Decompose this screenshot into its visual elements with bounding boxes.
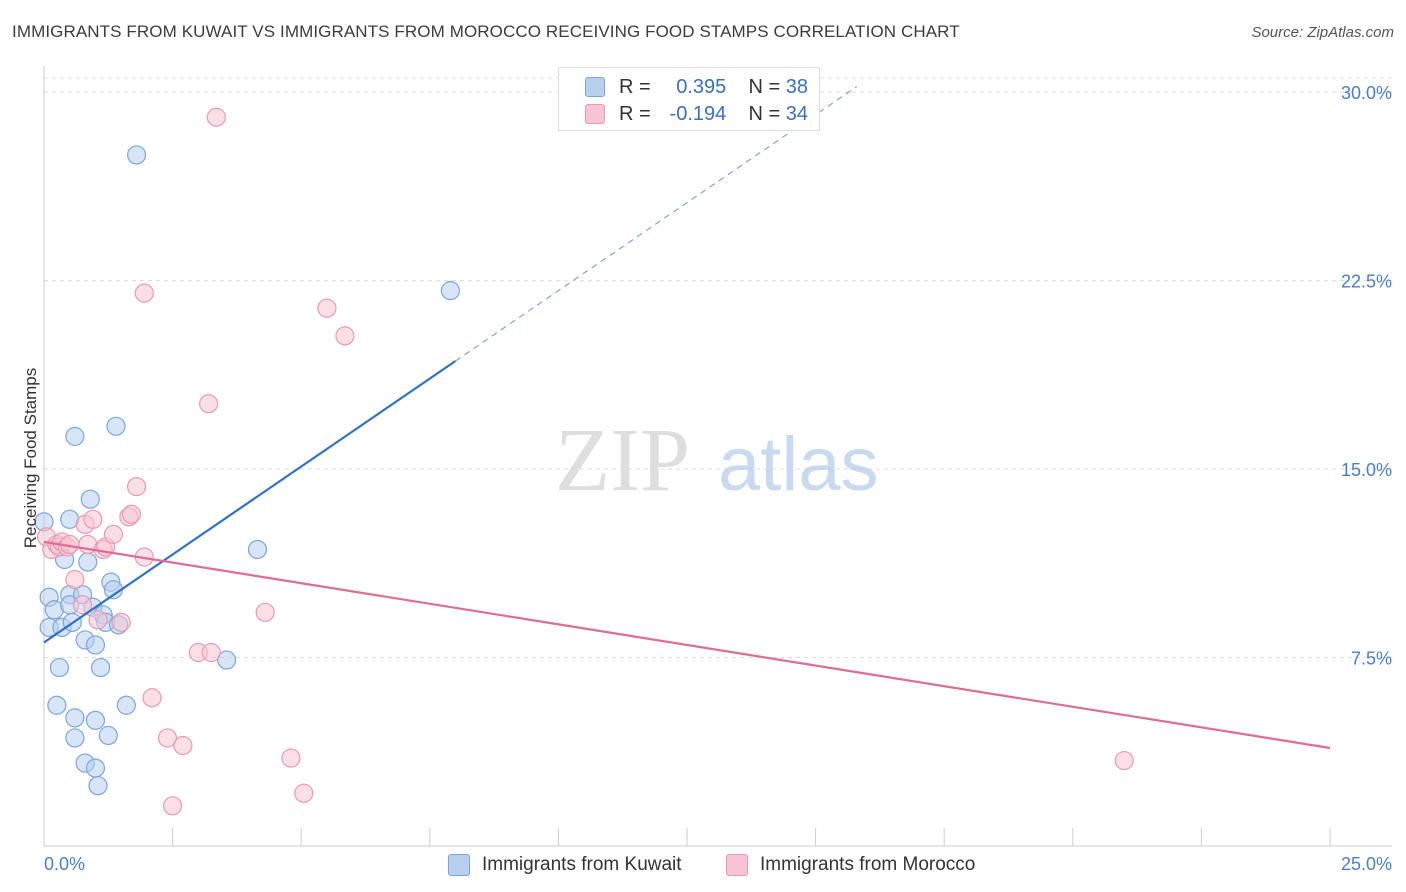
y-tick-label: 30.0% (1341, 83, 1392, 103)
morocco-point (83, 509, 103, 529)
kuwait-trend-line (43, 360, 457, 644)
morocco-point (72, 595, 93, 615)
kuwait-point (126, 145, 147, 165)
trend-lines (43, 86, 1331, 750)
kuwait-legend-swatch-icon (448, 854, 470, 876)
watermark: ZIP atlas (555, 411, 879, 510)
morocco-point (199, 394, 219, 414)
morocco-point (103, 524, 124, 544)
morocco-r-value: -0.194 (669, 102, 727, 125)
morocco-r-label: R = (619, 102, 651, 125)
kuwait-n-label: N = (748, 75, 781, 98)
series-legend-kuwait: Immigrants from Kuwait (448, 852, 682, 878)
morocco-point (255, 602, 275, 622)
kuwait-point (78, 552, 98, 572)
morocco-point (173, 735, 193, 756)
morocco-trend-line (43, 540, 1331, 750)
kuwait-point (49, 657, 70, 678)
kuwait-point (88, 776, 108, 796)
morocco-point (281, 748, 301, 768)
morocco-point (111, 612, 131, 632)
kuwait-point (106, 416, 126, 436)
kuwait-point (116, 695, 136, 715)
morocco-n-label: N = (748, 102, 781, 125)
morocco-point (1114, 750, 1134, 771)
morocco-point (134, 283, 154, 303)
kuwait-point (80, 489, 100, 509)
kuwait-points (34, 145, 460, 796)
kuwait-point (85, 710, 106, 730)
x-tick-label: 0.0% (44, 854, 85, 874)
kuwait-trend-extension (455, 86, 858, 362)
morocco-point (88, 610, 108, 630)
y-tick-label: 22.5% (1341, 272, 1392, 292)
morocco-point (201, 642, 221, 663)
kuwait-point (65, 708, 85, 728)
correlation-legend: R = 0.395 N = 38 R = -0.194 N = 34 (558, 67, 820, 131)
gridlines: 7.5% 15.0% 22.5% 30.0% (44, 77, 1392, 669)
morocco-point (294, 783, 314, 803)
kuwait-point (247, 539, 268, 560)
morocco-point (126, 477, 147, 497)
x-tick-label: 25.0% (1341, 854, 1392, 874)
watermark-atlas: atlas (718, 422, 879, 507)
morocco-point (163, 796, 183, 816)
morocco-n-value: 34 (785, 102, 808, 125)
legend-row-kuwait: R = 0.395 N = 38 (585, 74, 808, 100)
y-tick-label: 15.0% (1341, 460, 1392, 480)
morocco-series-name: Immigrants from Morocco (760, 854, 976, 875)
kuwait-r-label: R = (619, 75, 651, 98)
kuwait-point (98, 725, 118, 746)
morocco-swatch-icon (585, 104, 605, 124)
morocco-points (36, 107, 1134, 816)
source-label: Source: ZipAtlas.com (1251, 24, 1394, 41)
kuwait-point (217, 650, 237, 670)
morocco-point (142, 688, 162, 708)
kuwait-point (85, 635, 106, 655)
kuwait-point (85, 758, 106, 778)
morocco-point (157, 728, 178, 748)
chart-title: IMMIGRANTS FROM KUWAIT VS IMMIGRANTS FRO… (12, 22, 960, 41)
axes: 0.0% 25.0% (43, 66, 1392, 874)
kuwait-point (440, 281, 460, 301)
morocco-point (335, 326, 355, 346)
kuwait-n-value: 38 (785, 75, 808, 98)
morocco-point (317, 298, 337, 318)
kuwait-point (90, 657, 111, 678)
morocco-point (206, 107, 226, 127)
kuwait-point (65, 426, 85, 446)
legend-row-morocco: R = -0.194 N = 34 (585, 101, 808, 127)
morocco-point (65, 570, 85, 590)
morocco-legend-swatch-icon (726, 854, 748, 876)
kuwait-series-name: Immigrants from Kuwait (482, 854, 682, 875)
kuwait-point (65, 728, 85, 748)
watermark-zip: ZIP (555, 411, 690, 510)
y-axis-title: Receiving Food Stamps (21, 368, 40, 548)
series-legend-morocco: Immigrants from Morocco (726, 852, 975, 878)
y-tick-label: 7.5% (1351, 649, 1392, 669)
kuwait-swatch-icon (585, 77, 605, 97)
kuwait-r-value: 0.395 (676, 75, 727, 98)
kuwait-point (47, 695, 67, 715)
morocco-point (121, 504, 142, 524)
